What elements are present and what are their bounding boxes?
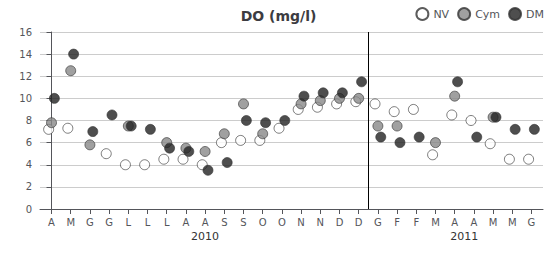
- svg-text:8: 8: [26, 115, 32, 126]
- svg-text:2011: 2011: [450, 230, 478, 243]
- svg-text:G: G: [528, 217, 536, 228]
- svg-text:N: N: [297, 217, 304, 228]
- svg-text:L: L: [164, 217, 170, 228]
- svg-text:M: M: [431, 217, 440, 228]
- svg-text:M: M: [508, 217, 517, 228]
- svg-text:A: A: [470, 217, 477, 228]
- svg-text:D: D: [336, 217, 344, 228]
- svg-text:O: O: [259, 217, 267, 228]
- svg-text:G: G: [86, 217, 94, 228]
- svg-text:D: D: [355, 217, 363, 228]
- svg-text:L: L: [126, 217, 132, 228]
- svg-text:DO (mg/l): DO (mg/l): [241, 8, 317, 24]
- svg-text:S: S: [221, 217, 227, 228]
- svg-text:12: 12: [19, 71, 32, 82]
- svg-text:DM: DM: [526, 8, 544, 21]
- svg-text:F: F: [413, 217, 419, 228]
- svg-text:L: L: [145, 217, 151, 228]
- svg-text:10: 10: [19, 93, 32, 104]
- svg-text:A: A: [451, 217, 458, 228]
- svg-text:M: M: [489, 217, 498, 228]
- svg-text:N: N: [317, 217, 324, 228]
- svg-text:A: A: [182, 217, 189, 228]
- svg-text:4: 4: [26, 159, 32, 170]
- svg-text:G: G: [374, 217, 382, 228]
- svg-text:F: F: [394, 217, 400, 228]
- svg-text:Cym: Cym: [475, 8, 500, 21]
- svg-text:0: 0: [26, 204, 32, 215]
- svg-text:2010: 2010: [191, 230, 219, 243]
- svg-text:O: O: [278, 217, 286, 228]
- svg-text:M: M: [66, 217, 75, 228]
- svg-text:NV: NV: [433, 8, 449, 21]
- svg-text:6: 6: [26, 137, 32, 148]
- svg-text:2: 2: [26, 181, 32, 192]
- svg-text:S: S: [240, 217, 246, 228]
- svg-text:A: A: [48, 217, 55, 228]
- svg-text:16: 16: [19, 27, 32, 38]
- svg-text:14: 14: [19, 49, 32, 60]
- svg-text:A: A: [202, 217, 209, 228]
- svg-text:G: G: [105, 217, 113, 228]
